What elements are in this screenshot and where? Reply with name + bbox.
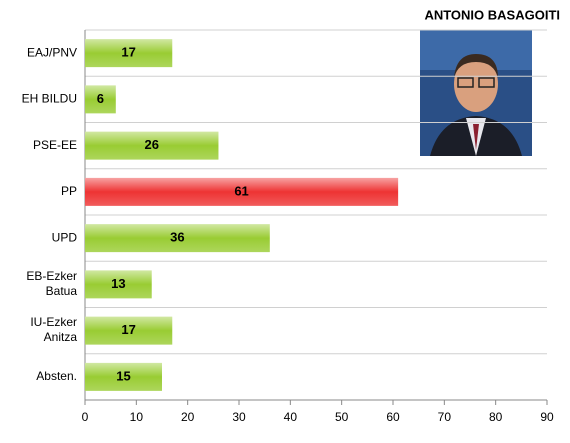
x-tick-label: 10 (130, 410, 144, 424)
x-tick-label: 90 (540, 410, 554, 424)
data-label: 13 (111, 276, 125, 291)
bar (85, 316, 173, 345)
data-label: 15 (116, 368, 130, 383)
x-tick-label: 50 (335, 410, 349, 424)
y-tick-label: IU-Ezker Anitza (30, 315, 77, 344)
y-tick-label: PP (61, 184, 77, 198)
data-label: 61 (234, 183, 248, 198)
bar (85, 39, 173, 68)
data-label: 17 (121, 45, 135, 60)
x-tick-label: 60 (386, 410, 400, 424)
y-tick-label: EH BILDU (22, 92, 77, 106)
y-tick-label: Absten. (36, 369, 77, 383)
x-tick-label: 80 (489, 410, 503, 424)
x-tick-label: 70 (438, 410, 452, 424)
chart-title: ANTONIO BASAGOITI (424, 7, 560, 22)
bar (85, 131, 219, 160)
y-tick-label: EAJ/PNV (27, 45, 77, 59)
data-label: 36 (170, 230, 184, 245)
x-tick-label: 0 (82, 410, 89, 424)
x-tick-label: 40 (284, 410, 298, 424)
x-tick-label: 30 (232, 410, 246, 424)
y-tick-label: UPD (52, 230, 78, 244)
y-tick-label: EB-Ezker Batua (26, 269, 77, 298)
bar (85, 177, 399, 206)
photo (420, 30, 532, 156)
bar (85, 85, 116, 114)
data-label: 6 (97, 91, 104, 106)
data-label: 17 (121, 322, 135, 337)
data-label: 26 (144, 137, 158, 152)
bar (85, 224, 270, 253)
bar (85, 362, 162, 391)
y-tick-label: PSE-EE (33, 138, 77, 152)
x-tick-label: 20 (181, 410, 195, 424)
bar (85, 270, 152, 299)
